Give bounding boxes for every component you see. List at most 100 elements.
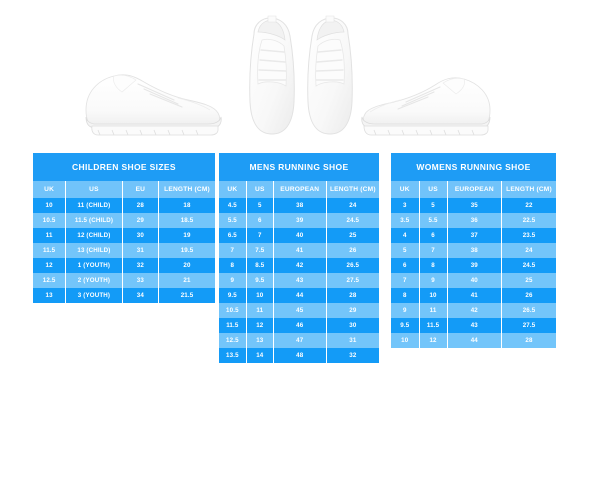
table-row: 12 1 (YOUTH) 32 20: [33, 258, 215, 273]
column-header-us: US: [65, 181, 123, 198]
table-row: 12.5 2 (YOUTH) 33 21: [33, 273, 215, 288]
column-header-length: LENGTH (CM): [326, 181, 379, 198]
column-header-length: LENGTH (CM): [501, 181, 556, 198]
table-cell: 6: [419, 228, 448, 243]
table-cell: 19: [158, 228, 215, 243]
table-cell: 30: [122, 228, 160, 243]
table-cell: 11.5: [219, 318, 247, 333]
table-row: 8 8.5 42 26.5: [219, 258, 379, 273]
table-cell: 43: [447, 318, 503, 333]
table-row: 3 5 35 22: [391, 198, 556, 213]
column-header-european: EUROPEAN: [273, 181, 327, 198]
table-cell: 23.5: [501, 228, 556, 243]
table-cell: 25: [501, 273, 556, 288]
table-row: 11 12 (CHILD) 30 19: [33, 228, 215, 243]
sneaker-pair-top-view-image: [240, 10, 362, 142]
table-row: 5 7 38 24: [391, 243, 556, 258]
table-cell: 47: [273, 333, 327, 348]
table-row: 3.5 5.5 36 22.5: [391, 213, 556, 228]
column-header-us: US: [419, 181, 448, 198]
table-cell: 28: [122, 198, 160, 213]
table-cell: 9.5: [219, 288, 247, 303]
table-cell: 14: [246, 348, 274, 363]
table-cell: 9: [391, 303, 420, 318]
table-row: 9 11 42 26.5: [391, 303, 556, 318]
table-title-row: CHILDREN SHOE SIZES: [33, 153, 215, 181]
table-row: 9.5 10 44 28: [219, 288, 379, 303]
table-cell: 12.5: [219, 333, 247, 348]
table-cell: 11 (CHILD): [65, 198, 123, 213]
table-row: 4.5 5 38 24: [219, 198, 379, 213]
table-cell: 9.5: [391, 318, 420, 333]
column-header-uk: UK: [219, 181, 247, 198]
table-cell: 2 (YOUTH): [65, 273, 123, 288]
table-cell: 38: [447, 243, 503, 258]
table-row: 7 9 40 25: [391, 273, 556, 288]
table-cell: 12: [33, 258, 67, 273]
table-cell: 44: [447, 333, 503, 348]
table-cell: 10.5: [33, 213, 67, 228]
table-cell: 27.5: [326, 273, 379, 288]
table-cell: 32: [326, 348, 379, 363]
table-cell: 5: [391, 243, 420, 258]
table-cell: 26: [326, 243, 379, 258]
table-cell: 21: [158, 273, 215, 288]
table-cell: 6: [391, 258, 420, 273]
table-cell: 26: [501, 288, 556, 303]
table-cell: 46: [273, 318, 327, 333]
table-cell: 48: [273, 348, 327, 363]
table-cell: 26.5: [501, 303, 556, 318]
womens-shoe-size-table: WOMENS RUNNING SHOE UK US EUROPEAN LENGT…: [391, 153, 556, 348]
table-row: 10.5 11 45 29: [219, 303, 379, 318]
table-cell: 33: [122, 273, 160, 288]
column-header-eu: EU: [122, 181, 160, 198]
table-cell: 13: [246, 333, 274, 348]
table-cell: 10: [391, 333, 420, 348]
womens-table-body: 3 5 35 22 3.5 5.5 36 22.5 4 6 37 23.5 5 7 38 24 6 8 39 24.5…: [391, 198, 556, 348]
table-cell: 10: [419, 288, 448, 303]
table-cell: 24.5: [501, 258, 556, 273]
column-header-uk: UK: [33, 181, 67, 198]
table-cell: 3: [391, 198, 420, 213]
table-cell: 31: [122, 243, 160, 258]
table-cell: 29: [122, 213, 160, 228]
table-row: 4 6 37 23.5: [391, 228, 556, 243]
table-cell: 1 (YOUTH): [65, 258, 123, 273]
table-cell: 22: [501, 198, 556, 213]
table-cell: 21.5: [158, 288, 215, 303]
table-title-row: WOMENS RUNNING SHOE: [391, 153, 556, 181]
column-header-us: US: [246, 181, 274, 198]
table-cell: 7: [219, 243, 247, 258]
table-row: 11.5 13 (CHILD) 31 19.5: [33, 243, 215, 258]
table-cell: 19.5: [158, 243, 215, 258]
table-cell: 27.5: [501, 318, 556, 333]
table-cell: 9.5: [246, 273, 274, 288]
table-cell: 34: [122, 288, 160, 303]
table-cell: 8.5: [246, 258, 274, 273]
table-row: 11.5 12 46 30: [219, 318, 379, 333]
table-row: 5.5 6 39 24.5: [219, 213, 379, 228]
table-cell: 39: [273, 213, 327, 228]
table-cell: 31: [326, 333, 379, 348]
table-cell: 12: [246, 318, 274, 333]
table-cell: 32: [122, 258, 160, 273]
table-cell: 12.5: [33, 273, 67, 288]
table-cell: 7: [246, 228, 274, 243]
table-cell: 8: [219, 258, 247, 273]
table-cell: 40: [273, 228, 327, 243]
children-table-body: 10 11 (CHILD) 28 18 10.5 11.5 (CHILD) 29 18.5 11…: [33, 198, 215, 303]
table-cell: 7.5: [246, 243, 274, 258]
table-cell: 13 (CHILD): [65, 243, 123, 258]
table-cell: 6.5: [219, 228, 247, 243]
table-cell: 28: [501, 333, 556, 348]
table-cell: 8: [419, 258, 448, 273]
table-row: 10.5 11.5 (CHILD) 29 18.5: [33, 213, 215, 228]
table-cell: 13.5: [219, 348, 247, 363]
table-row: 12.5 13 47 31: [219, 333, 379, 348]
mens-shoe-size-table: MENS RUNNING SHOE UK US EUROPEAN LENGTH …: [219, 153, 379, 363]
table-cell: 6: [246, 213, 274, 228]
shoe-image-strip: [0, 0, 600, 150]
table-cell: 45: [273, 303, 327, 318]
table-cell: 10: [246, 288, 274, 303]
table-cell: 43: [273, 273, 327, 288]
